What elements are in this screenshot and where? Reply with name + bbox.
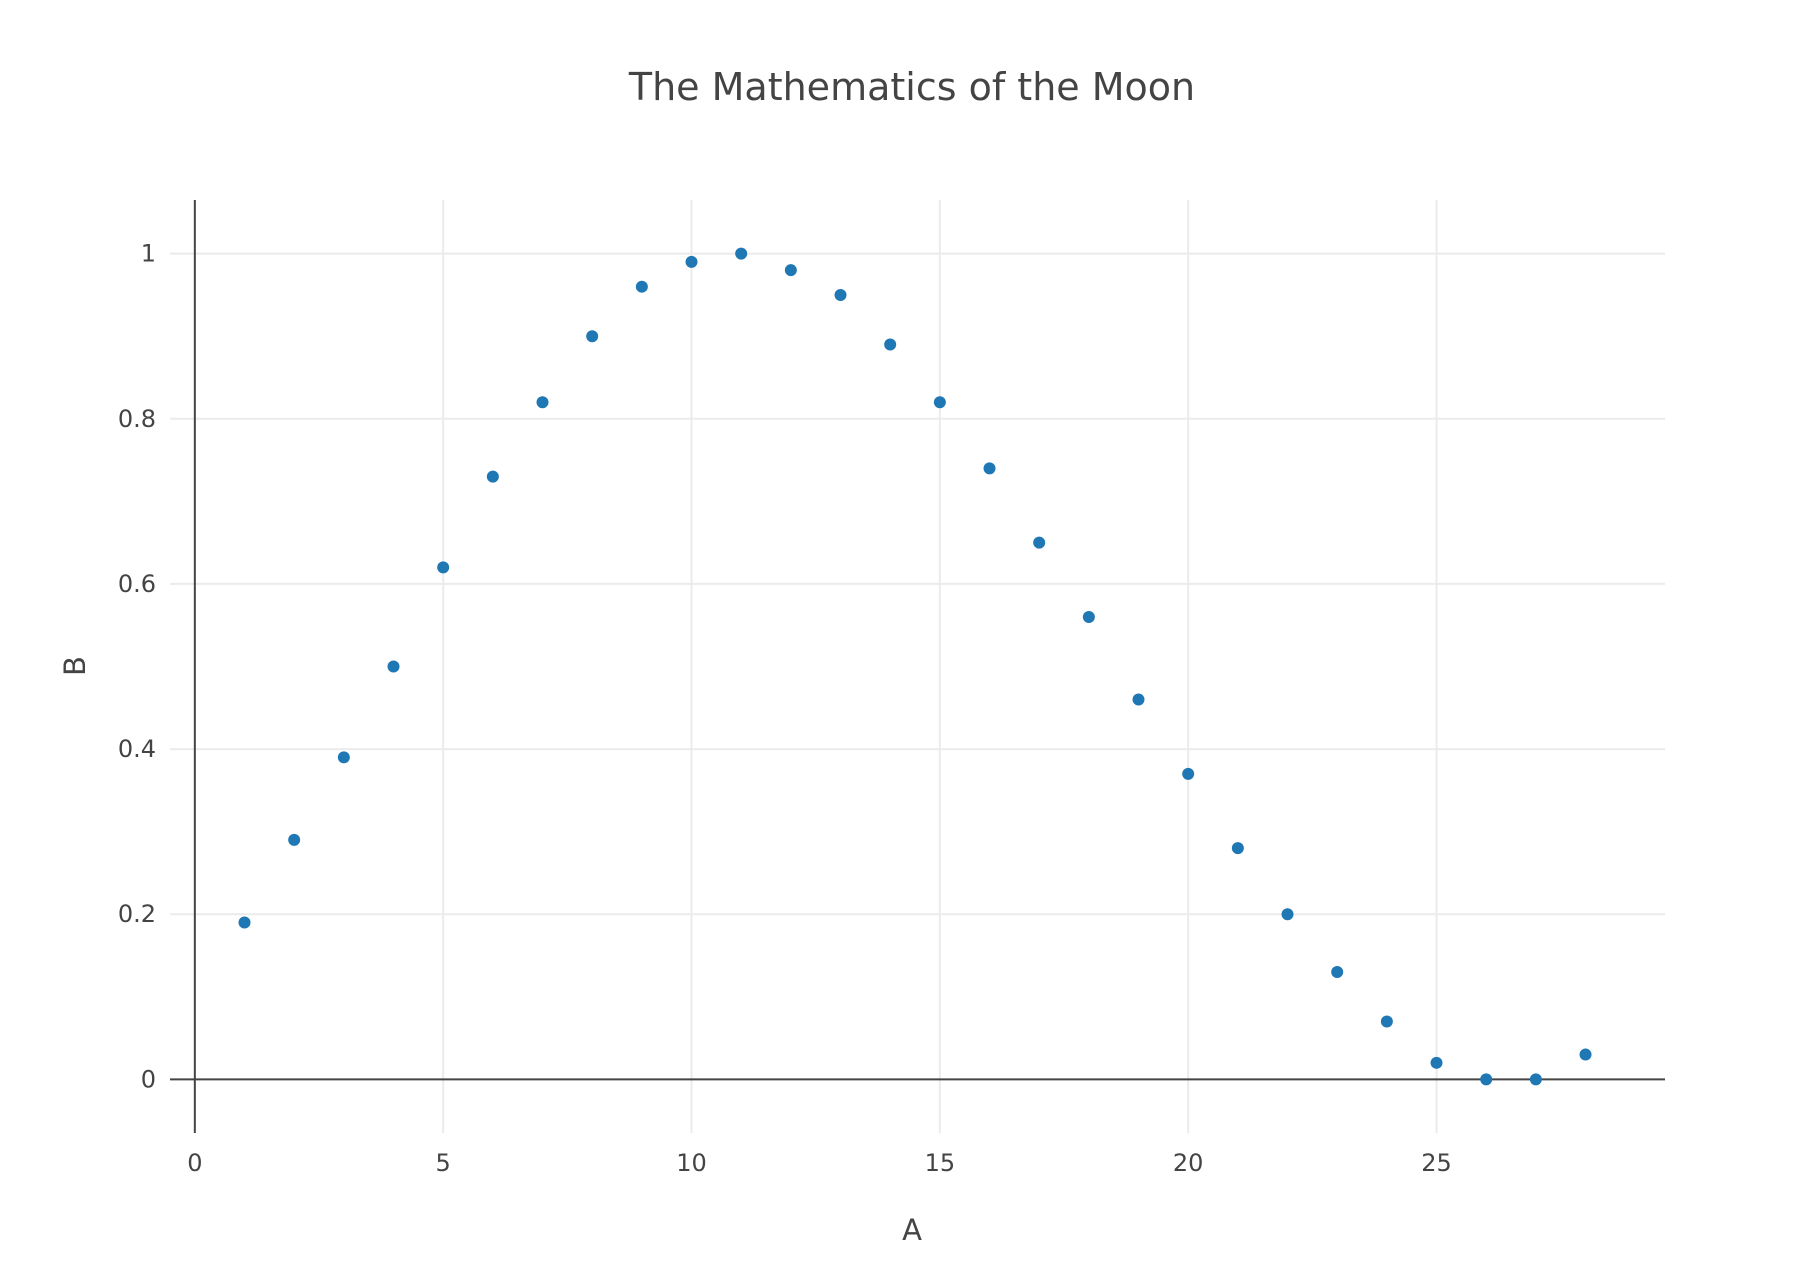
- data-point[interactable]: [387, 660, 400, 673]
- grid: [170, 200, 1665, 1133]
- data-point[interactable]: [536, 396, 549, 409]
- data-point[interactable]: [1480, 1073, 1493, 1086]
- x-tick-label: 20: [1173, 1149, 1204, 1177]
- chart-title: The Mathematics of the Moon: [628, 65, 1195, 109]
- y-axis-title: B: [58, 656, 92, 676]
- data-point[interactable]: [486, 470, 499, 483]
- x-tick-label: 10: [676, 1149, 707, 1177]
- data-points: [238, 247, 1592, 1086]
- x-axis-title: A: [902, 1213, 922, 1247]
- data-point[interactable]: [1281, 908, 1294, 921]
- data-point[interactable]: [1331, 965, 1344, 978]
- y-tick-label: 0.6: [118, 570, 156, 598]
- data-point[interactable]: [1231, 842, 1244, 855]
- y-tick-label: 0: [141, 1065, 156, 1093]
- y-tick-label: 0.4: [118, 735, 156, 763]
- data-point[interactable]: [1380, 1015, 1393, 1028]
- axes: [170, 200, 1665, 1133]
- data-point[interactable]: [834, 288, 847, 301]
- data-point[interactable]: [1529, 1073, 1542, 1086]
- x-tick-label: 15: [925, 1149, 956, 1177]
- data-point[interactable]: [685, 255, 698, 268]
- data-point[interactable]: [1182, 767, 1195, 780]
- data-point[interactable]: [288, 833, 301, 846]
- x-tick-label: 5: [436, 1149, 451, 1177]
- x-tick-label: 0: [187, 1149, 202, 1177]
- data-point[interactable]: [784, 264, 797, 277]
- data-point[interactable]: [437, 561, 450, 574]
- data-point[interactable]: [635, 280, 648, 293]
- x-tick-label: 25: [1421, 1149, 1452, 1177]
- data-point[interactable]: [238, 916, 251, 929]
- data-point[interactable]: [1033, 536, 1046, 549]
- y-tick-label: 0.8: [118, 405, 156, 433]
- data-point[interactable]: [337, 751, 350, 764]
- data-point[interactable]: [1082, 610, 1095, 623]
- data-point[interactable]: [735, 247, 748, 260]
- data-point[interactable]: [586, 330, 599, 343]
- data-point[interactable]: [1132, 693, 1145, 706]
- data-point[interactable]: [884, 338, 897, 351]
- data-point[interactable]: [983, 462, 996, 475]
- data-point[interactable]: [933, 396, 946, 409]
- tick-labels: 0 5 10 15 20 25 0 0.2 0.4 0.6 0.8 1: [118, 240, 1452, 1177]
- y-tick-label: 0.2: [118, 900, 156, 928]
- y-tick-label: 1: [141, 240, 156, 268]
- data-point[interactable]: [1579, 1048, 1592, 1061]
- data-point[interactable]: [1430, 1056, 1443, 1069]
